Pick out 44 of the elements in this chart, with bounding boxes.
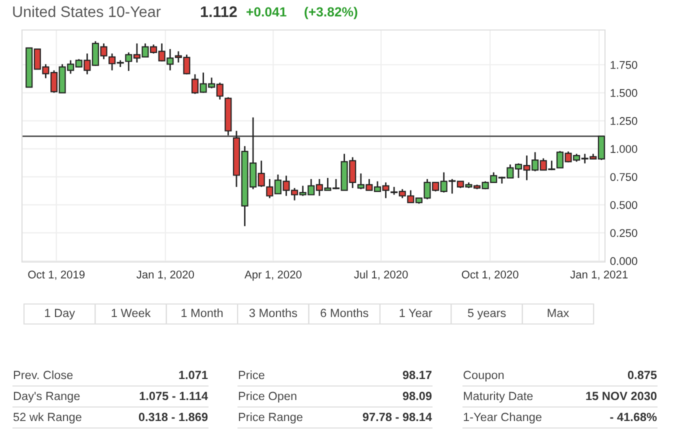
y-tick-label: 0.250	[610, 229, 638, 237]
text: 97.78 - 98.14	[362, 412, 432, 422]
text: 1 Month	[182, 308, 223, 318]
text: 1.112	[200, 6, 237, 17]
x-tick-label: Jan 1, 2020	[136, 270, 194, 280]
x-tick-label: Oct 1, 2019	[28, 270, 85, 280]
text: 1 Year	[400, 308, 432, 318]
y-tick-label: 0.750	[610, 173, 638, 181]
text: Price Open	[238, 391, 296, 403]
text: 3 Months	[249, 308, 298, 318]
x-tick-label: Oct 1, 2020	[462, 270, 518, 280]
x-tick-label: Jan 1, 2021	[570, 270, 628, 280]
text: Day's Range	[14, 392, 80, 403]
text: Price Range	[238, 412, 302, 424]
text: 1 Week	[112, 308, 151, 318]
text: Prev. Close	[14, 370, 73, 380]
text: Max	[548, 308, 570, 318]
text: Maturity Date	[464, 391, 533, 403]
y-tick-label: 0.000	[610, 257, 638, 266]
text: 1.075 - 1.114	[140, 392, 208, 400]
y-tick-label: 0.500	[610, 201, 638, 209]
text: 98.09	[402, 392, 432, 400]
text: 0.318 - 1.869	[138, 412, 208, 422]
x-tick-label: Apr 1, 2020	[244, 270, 302, 281]
chart-title: United States 10-Year	[13, 6, 161, 18]
y-tick-label: 1.250	[610, 117, 638, 125]
text: 6 Months	[320, 308, 368, 318]
text: Price	[238, 370, 264, 380]
text: 1-Year Change	[464, 412, 542, 424]
text: 1 Day	[45, 308, 75, 320]
y-tick-label: 1.500	[610, 89, 638, 97]
text: (+3.82%)	[304, 6, 358, 20]
x-tick-label: Jul 1, 2020	[354, 270, 408, 280]
text: 5 years	[468, 308, 506, 320]
text: 1.071	[179, 370, 208, 380]
text: Coupon	[464, 370, 504, 382]
text: 0.875	[628, 370, 657, 380]
text: 15 NOV 2030	[586, 392, 657, 400]
text: - 41.68%	[610, 412, 657, 422]
y-tick-label: 1.000	[610, 145, 638, 153]
y-tick-label: 1.750	[610, 61, 638, 69]
text: 98.17	[402, 370, 432, 380]
text: +0.041	[246, 7, 286, 17]
text: 52 wk Range	[13, 412, 82, 424]
